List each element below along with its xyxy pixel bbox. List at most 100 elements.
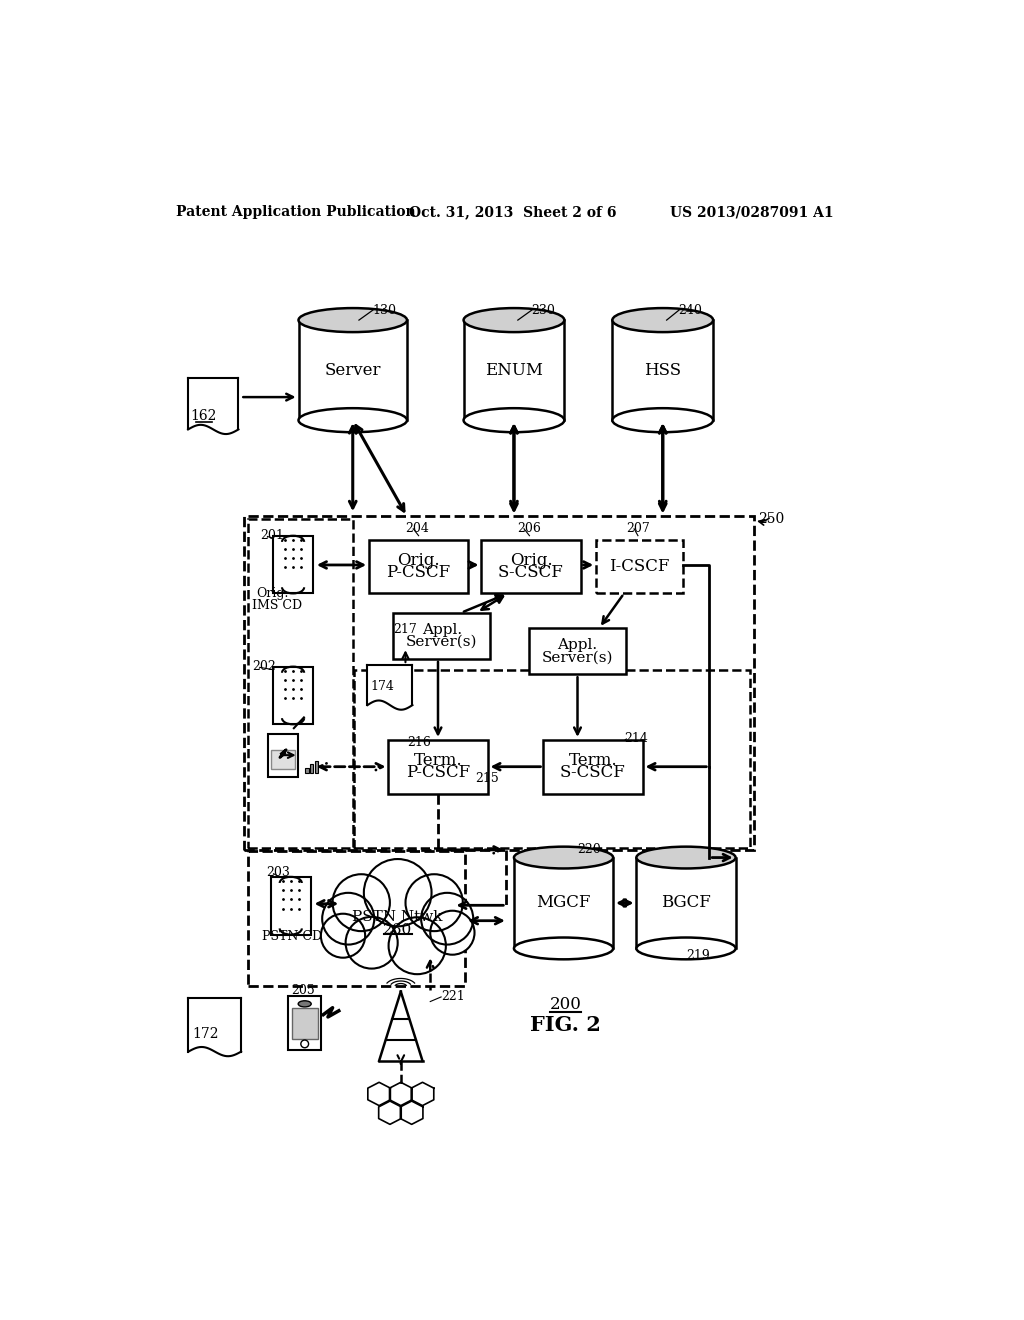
Ellipse shape: [612, 408, 713, 432]
Bar: [314, 760, 317, 774]
Text: 250: 250: [758, 512, 784, 525]
Text: Server: Server: [325, 362, 381, 379]
Text: 260: 260: [383, 923, 413, 937]
Bar: [299, 321, 407, 420]
Text: Term.: Term.: [568, 752, 617, 770]
Text: 240: 240: [678, 304, 702, 317]
Ellipse shape: [514, 846, 613, 869]
Ellipse shape: [464, 408, 564, 432]
Text: 174: 174: [371, 680, 394, 693]
Text: Appl.: Appl.: [557, 638, 598, 652]
Ellipse shape: [299, 308, 407, 333]
Bar: [245, 516, 755, 850]
Bar: [596, 540, 683, 594]
Text: P-CSCF: P-CSCF: [406, 764, 470, 781]
Ellipse shape: [612, 308, 713, 333]
Text: ENUM: ENUM: [485, 362, 543, 379]
Text: P-CSCF: P-CSCF: [386, 564, 451, 581]
Text: 221: 221: [441, 990, 465, 1003]
Circle shape: [364, 859, 431, 927]
Text: FIG. 2: FIG. 2: [530, 1015, 601, 1035]
Circle shape: [333, 874, 390, 931]
Ellipse shape: [298, 1001, 311, 1007]
Text: 201: 201: [260, 529, 284, 543]
Text: 172: 172: [193, 1027, 219, 1040]
Bar: [273, 536, 313, 594]
Bar: [289, 997, 321, 1051]
Text: S-CSCF: S-CSCF: [560, 764, 626, 781]
Text: PSTN Ntwk: PSTN Ntwk: [352, 909, 443, 924]
Circle shape: [321, 913, 366, 958]
Ellipse shape: [636, 846, 735, 869]
Bar: [268, 734, 298, 776]
Circle shape: [346, 917, 397, 969]
Text: 230: 230: [531, 304, 555, 317]
Circle shape: [323, 892, 374, 945]
Bar: [305, 768, 308, 774]
Bar: [544, 739, 643, 793]
Ellipse shape: [349, 894, 446, 948]
Bar: [292, 1007, 317, 1039]
Bar: [368, 665, 413, 705]
Bar: [270, 876, 311, 935]
Bar: [636, 858, 735, 949]
Bar: [481, 540, 581, 594]
Text: 204: 204: [406, 521, 429, 535]
Text: US 2013/0287091 A1: US 2013/0287091 A1: [671, 206, 835, 219]
Bar: [248, 519, 352, 847]
Text: 162: 162: [190, 409, 217, 424]
Bar: [393, 612, 490, 659]
Bar: [271, 750, 295, 770]
Ellipse shape: [464, 308, 564, 333]
Bar: [514, 858, 613, 949]
Text: 219: 219: [686, 949, 710, 962]
Text: 200: 200: [550, 997, 582, 1014]
Bar: [529, 628, 626, 675]
Text: 206: 206: [517, 521, 541, 535]
Bar: [310, 764, 313, 774]
Text: 207: 207: [627, 521, 650, 535]
Text: HSS: HSS: [644, 362, 681, 379]
Bar: [388, 739, 487, 793]
Text: Term.: Term.: [414, 752, 462, 770]
Bar: [369, 540, 468, 594]
Circle shape: [430, 911, 474, 954]
Text: Appl.: Appl.: [422, 623, 462, 636]
Text: Oct. 31, 2013  Sheet 2 of 6: Oct. 31, 2013 Sheet 2 of 6: [409, 206, 616, 219]
Circle shape: [388, 917, 445, 974]
Text: 205: 205: [291, 983, 314, 997]
Text: 214: 214: [624, 731, 648, 744]
Text: Orig.: Orig.: [397, 552, 440, 569]
Bar: [248, 851, 465, 986]
Bar: [464, 321, 564, 420]
Text: S-CSCF: S-CSCF: [498, 564, 564, 581]
Text: IMS CD: IMS CD: [252, 599, 302, 612]
Text: Patent Application Publication: Patent Application Publication: [176, 206, 416, 219]
Bar: [188, 998, 241, 1052]
Bar: [354, 671, 751, 847]
Bar: [273, 667, 313, 725]
Ellipse shape: [299, 408, 407, 432]
Circle shape: [421, 892, 473, 945]
Circle shape: [406, 874, 463, 931]
Bar: [188, 378, 239, 429]
Text: PSTN CD: PSTN CD: [262, 931, 323, 942]
Ellipse shape: [514, 937, 613, 960]
Text: 202: 202: [252, 660, 275, 673]
Bar: [612, 321, 713, 420]
Text: Orig.: Orig.: [510, 552, 552, 569]
Circle shape: [301, 1040, 308, 1048]
Text: Server(s): Server(s): [542, 651, 613, 664]
Text: I-CSCF: I-CSCF: [609, 558, 670, 576]
Text: 203: 203: [266, 866, 290, 879]
Text: 217: 217: [393, 623, 417, 636]
Text: MGCF: MGCF: [537, 895, 591, 912]
Text: BGCF: BGCF: [662, 895, 711, 912]
Text: Server(s): Server(s): [407, 635, 477, 649]
Ellipse shape: [636, 937, 735, 960]
Text: 220: 220: [578, 843, 601, 857]
Text: 130: 130: [372, 304, 396, 317]
Text: Orig.: Orig.: [257, 587, 289, 601]
Text: 215: 215: [475, 772, 499, 785]
Text: 216: 216: [407, 735, 431, 748]
